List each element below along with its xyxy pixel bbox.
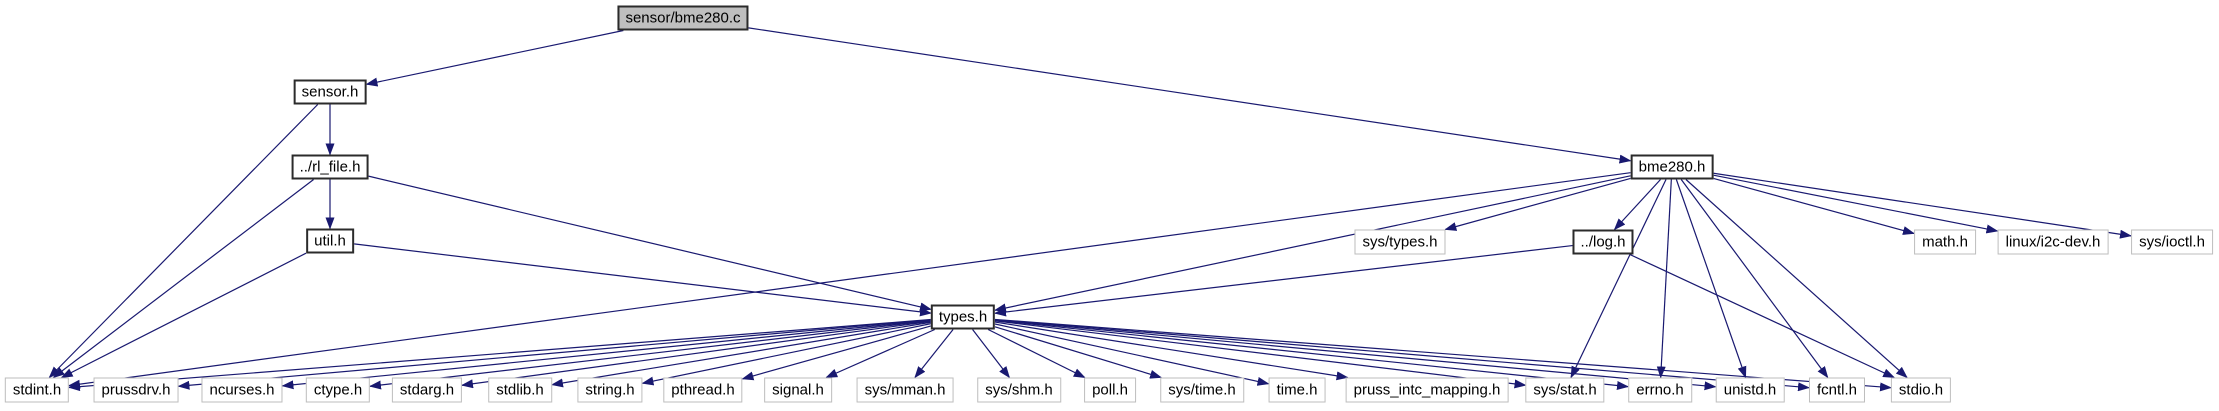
edge-types_h-to-sys_time_h xyxy=(994,326,1163,379)
edge-util_h-to-stdint_h xyxy=(60,252,307,379)
edge-types_h-to-unistd_h xyxy=(994,319,1717,391)
edge-types_h-to-sys_stat_h xyxy=(994,320,1527,389)
edge-bme280_h-to-errno_h xyxy=(1656,179,1672,379)
edge-types_h-to-ctype_h xyxy=(369,320,932,390)
edge-bme280_h-to-stdio_h xyxy=(1685,179,1908,379)
edge-rl_file_h-to-types_h xyxy=(368,175,932,312)
edge-types_h-to-time_h xyxy=(994,323,1270,386)
edge-bme280_h-to-sys_stat_h xyxy=(1570,179,1667,379)
node-util_h[interactable]: util.h xyxy=(306,228,354,254)
edge-types_h-to-stdlib_h xyxy=(551,321,932,388)
node-stdint_h: stdint.h xyxy=(4,377,70,403)
node-string_h: string.h xyxy=(577,377,643,403)
node-bme280_h[interactable]: bme280.h xyxy=(1630,154,1714,180)
node-stdarg_h: stdarg.h xyxy=(391,377,463,403)
node-errno_h: errno.h xyxy=(1628,377,1692,403)
node-linux_i2c_dev_h: linux/i2c-dev.h xyxy=(1997,229,2109,255)
edge-types_h-to-fcntl_h xyxy=(994,319,1810,392)
edge-log_h-to-types_h xyxy=(994,244,1573,317)
edge-types_h-to-stdarg_h xyxy=(461,320,932,389)
node-rl_file_h[interactable]: ../rl_file.h xyxy=(291,154,369,180)
edge-types_h-to-poll_h xyxy=(987,328,1086,379)
node-signal_h: signal.h xyxy=(764,377,832,403)
edge-bme280_h-to-unistd_h xyxy=(1675,179,1747,379)
node-sensor_h[interactable]: sensor.h xyxy=(293,79,367,105)
edge-bme280_h-to-math_h xyxy=(1713,177,1915,235)
edge-types_h-to-errno_h xyxy=(994,319,1629,390)
edge-types_h-to-pthread_h xyxy=(741,325,932,381)
edge-log_h-to-stdio_h xyxy=(1629,253,1896,379)
edge-types_h-to-stdint_h xyxy=(68,318,932,392)
node-pthread_h: pthread.h xyxy=(663,377,743,403)
edge-types_h-to-ncurses_h xyxy=(281,319,932,390)
node-math_h: math.h xyxy=(1914,229,1976,255)
node-poll_h: poll.h xyxy=(1084,377,1136,403)
edge-bme280_h-to-linux_i2c_dev_h xyxy=(1713,174,1999,234)
node-sys_mman_h: sys/mman.h xyxy=(856,377,954,403)
edge-types_h-to-signal_h xyxy=(825,328,935,379)
edge-types_h-to-pruss_intc_mapping_h xyxy=(994,321,1349,381)
edge-types_h-to-sys_shm_h xyxy=(972,329,1011,379)
node-sensor_bme280_c: sensor/bme280.c xyxy=(617,5,749,31)
edge-sensor_bme280_c-to-sensor_h xyxy=(365,29,624,87)
edge-bme280_h-to-types_h xyxy=(994,175,1631,313)
edge-sensor_h-to-stdint_h xyxy=(48,104,319,379)
node-pruss_intc_mapping_h: pruss_intc_mapping.h xyxy=(1345,377,1509,403)
edge-types_h-to-prussdrv_h xyxy=(177,319,932,390)
edge-bme280_h-to-log_h xyxy=(1613,179,1661,231)
edge-rl_file_h-to-stdint_h xyxy=(52,179,314,379)
node-ctype_h: ctype.h xyxy=(305,377,371,403)
node-sys_stat_h: sys/stat.h xyxy=(1525,377,1605,403)
edge-types_h-to-sys_mman_h xyxy=(914,329,954,379)
edge-sensor_bme280_c-to-bme280_h xyxy=(748,27,1632,164)
node-sys_time_h: sys/time.h xyxy=(1160,377,1244,403)
edge-bme280_h-to-sys_ioctl_h xyxy=(1713,172,2132,239)
edge-bme280_h-to-fcntl_h xyxy=(1680,179,1829,379)
node-ncurses_h: ncurses.h xyxy=(201,377,283,403)
edge-bme280_h-to-stdint_h xyxy=(68,172,1631,389)
node-sys_shm_h: sys/shm.h xyxy=(977,377,1061,403)
node-sys_types_h: sys/types.h xyxy=(1354,229,1446,255)
node-log_h[interactable]: ../log.h xyxy=(1572,229,1634,255)
edge-types_h-to-string_h xyxy=(641,323,932,386)
edge-bme280_h-to-sys_types_h xyxy=(1444,177,1631,231)
node-unistd_h: unistd.h xyxy=(1715,377,1785,403)
node-prussdrv_h: prussdrv.h xyxy=(93,377,179,403)
node-fcntl_h: fcntl.h xyxy=(1808,377,1866,403)
node-types_h[interactable]: types.h xyxy=(930,304,996,330)
node-time_h: time.h xyxy=(1268,377,1326,403)
node-stdlib_h: stdlib.h xyxy=(488,377,552,403)
node-sys_ioctl_h: sys/ioctl.h xyxy=(2131,229,2213,255)
edge-types_h-to-stdio_h xyxy=(994,318,1892,392)
edge-util_h-to-types_h xyxy=(353,243,932,317)
node-stdio_h: stdio.h xyxy=(1890,377,1952,403)
